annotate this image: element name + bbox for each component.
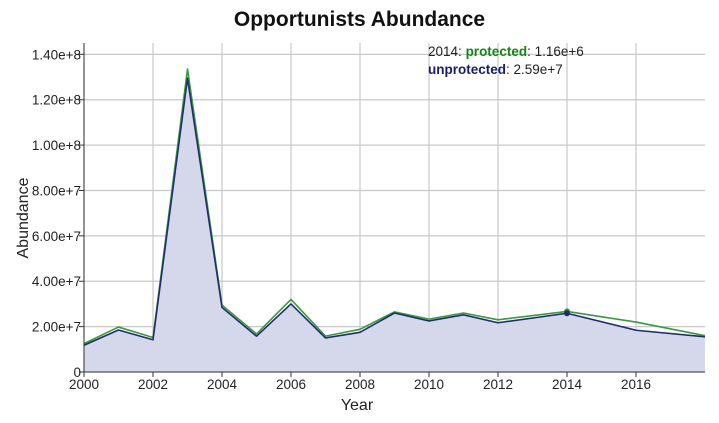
x-tick-label: 2000 <box>69 377 99 392</box>
x-tick-label: 2012 <box>483 377 513 392</box>
area-unprotected <box>84 78 705 372</box>
y-tick-label: 4.00e+7 <box>32 274 81 289</box>
legend-unprotected-label: unprotected <box>428 62 506 77</box>
y-tick-label: 6.00e+7 <box>32 229 81 244</box>
x-tick-label: 2008 <box>345 377 375 392</box>
x-axis-title: Year <box>341 397 374 414</box>
x-tick-label: 2002 <box>138 377 168 392</box>
legend-line-1: 2014: protected: 1.16e+6 <box>428 44 584 59</box>
legend-unprotected-value: 2.59e+7 <box>514 62 563 77</box>
line-unprotected <box>83 77 706 346</box>
x-tick-label: 2014 <box>552 377 583 392</box>
x-tick-label: 2006 <box>276 377 306 392</box>
x-tick-label: 2016 <box>621 377 651 392</box>
y-tick-label: 1.00e+8 <box>32 138 81 153</box>
y-tick-label: 0 <box>73 365 81 380</box>
x-tick-labels: 2000 2002 2004 2006 2008 2010 2012 2014 2016 <box>69 372 651 392</box>
chart-title: Opportunists Abundance <box>233 8 486 31</box>
y-tick-label: 1.40e+8 <box>32 47 81 62</box>
x-tick-label: 2004 <box>207 377 238 392</box>
area-layer <box>84 78 705 372</box>
x-tick-label: 2010 <box>414 377 444 392</box>
hover-legend: 2014: protected: 1.16e+6 unprotected: 2.… <box>428 44 584 77</box>
y-tick-label: 2.00e+7 <box>32 320 81 335</box>
y-axis-title: Abundance <box>15 177 32 258</box>
legend-protected-label: protected <box>466 44 528 59</box>
legend-year: 2014 <box>428 44 459 59</box>
y-tick-label: 1.20e+8 <box>32 93 81 108</box>
legend-line-2: unprotected: 2.59e+7 <box>428 62 563 77</box>
hover-point-unprotected <box>564 310 570 317</box>
legend-protected-value: 1.16e+6 <box>535 44 584 59</box>
y-tick-labels: 0 2.00e+7 4.00e+7 6.00e+7 8.00e+7 1.00e+8 1.20… <box>32 47 84 380</box>
lines-layer <box>83 68 706 346</box>
axes <box>83 43 705 373</box>
y-tick-label: 8.00e+7 <box>32 183 81 198</box>
hover-markers <box>564 308 570 317</box>
